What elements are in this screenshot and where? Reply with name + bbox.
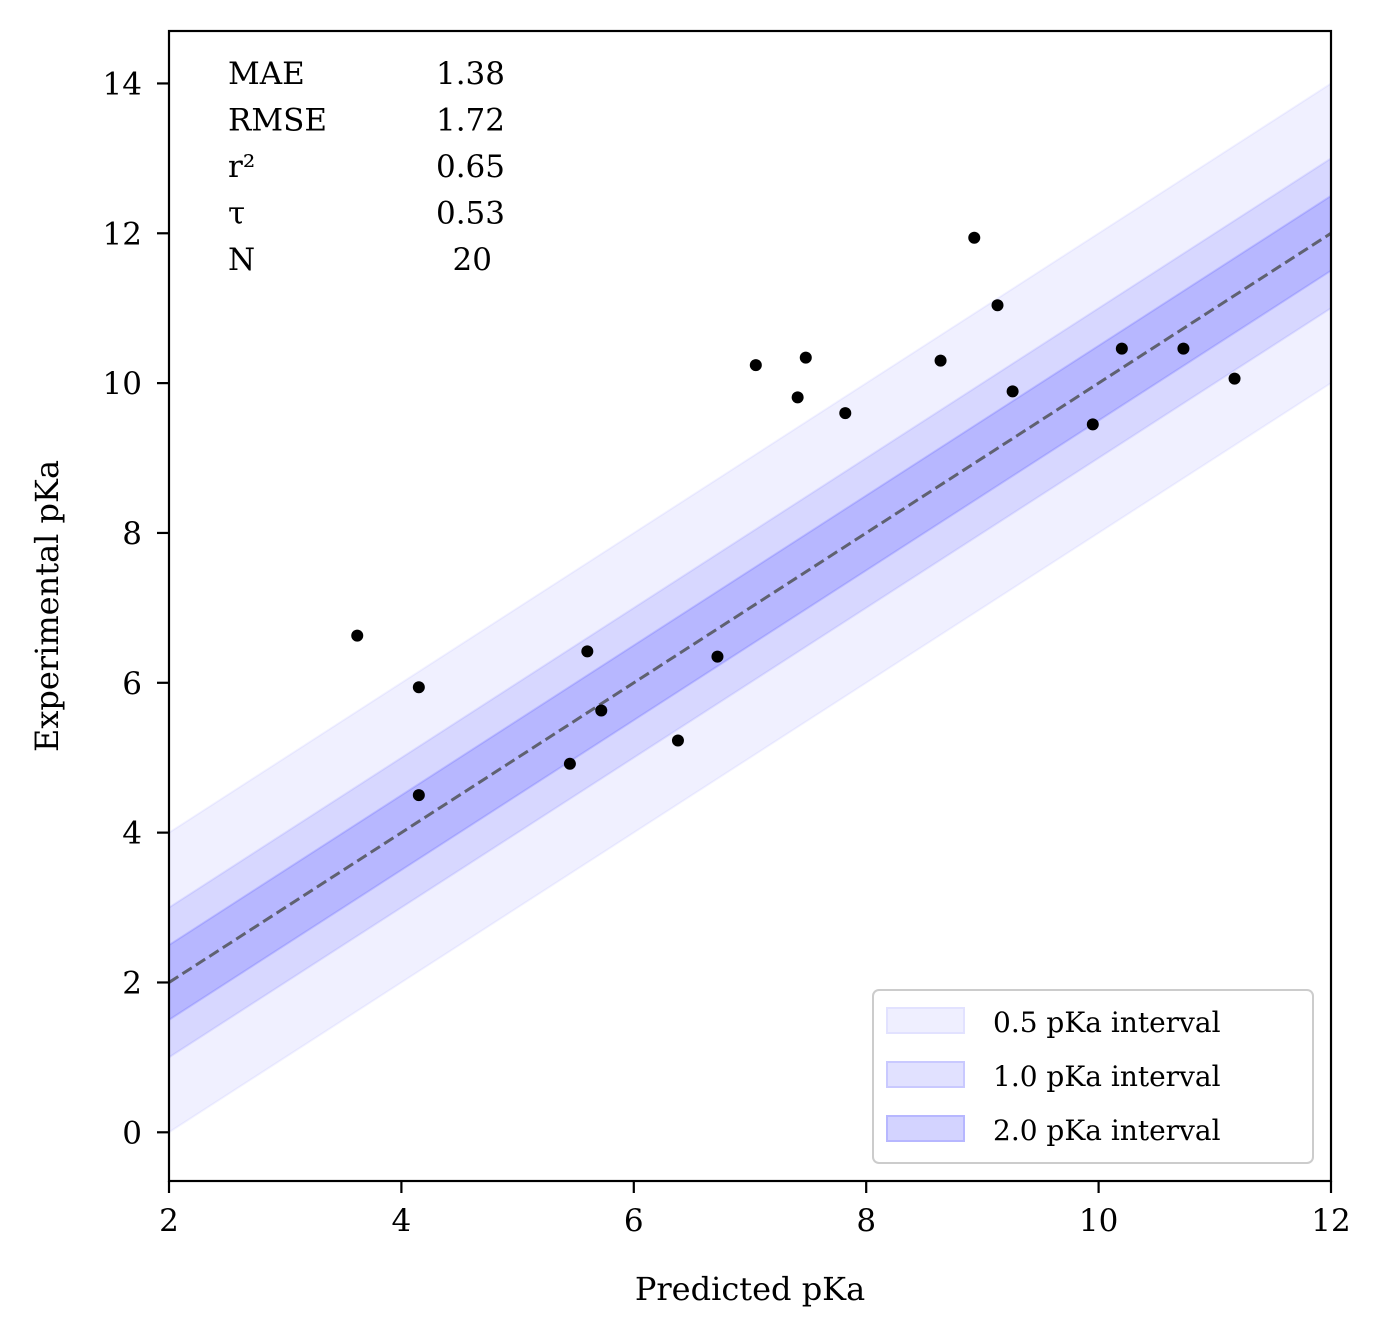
- data-point: [799, 351, 812, 364]
- y-tick-label: 10: [103, 366, 142, 402]
- stat-value: 0.53: [436, 196, 505, 232]
- stat-value: 20: [453, 242, 492, 278]
- stat-label: RMSE: [228, 103, 327, 139]
- data-point: [968, 231, 981, 244]
- data-point: [351, 629, 364, 642]
- stat-value: 1.38: [436, 56, 505, 92]
- data-point: [1115, 342, 1128, 355]
- y-axis-label: Experimental pKa: [28, 460, 66, 752]
- stat-label: r²: [228, 149, 255, 185]
- legend-frame: [872, 989, 1314, 1164]
- data-point: [595, 704, 608, 717]
- legend: 0.5 pKa interval 1.0 pKa interval 2.0 pKa …: [872, 989, 1314, 1164]
- plot-frame: [167, 29, 1333, 1183]
- x-tick-label: 12: [1311, 1203, 1350, 1239]
- stat-label: τ: [228, 196, 245, 232]
- x-tick-label: 10: [1079, 1203, 1118, 1239]
- legend-label: 0.5 pKa interval: [993, 1006, 1221, 1039]
- y-tick-label: 2: [122, 965, 142, 1001]
- legend-label: 2.0 pKa interval: [993, 1114, 1221, 1147]
- data-point: [839, 407, 852, 420]
- data-point: [1006, 385, 1019, 398]
- data-point: [991, 299, 1004, 312]
- stat-value: 1.72: [436, 103, 505, 139]
- x-tick-label: 2: [159, 1203, 179, 1239]
- y-tick-label: 4: [122, 816, 142, 852]
- data-point: [711, 650, 724, 663]
- identity-line: [169, 232, 1331, 984]
- stat-label: MAE: [228, 56, 305, 92]
- data-point: [1228, 372, 1241, 385]
- data-point: [412, 681, 425, 694]
- data-point: [934, 354, 947, 367]
- x-tick-label: 8: [856, 1203, 876, 1239]
- y-tick-label: 12: [103, 216, 142, 252]
- data-point: [671, 734, 684, 747]
- x-tick-label: 4: [392, 1203, 412, 1239]
- stat-value: 0.65: [436, 149, 505, 185]
- y-tick-label: 8: [122, 516, 142, 552]
- y-tick-label: 6: [122, 666, 142, 702]
- data-point: [563, 757, 576, 770]
- x-axis-label: Predicted pKa: [635, 1270, 865, 1308]
- y-tick-label: 14: [103, 66, 142, 102]
- x-tick-label: 6: [624, 1203, 644, 1239]
- x-axis: 2 4 6 8 10 12: [159, 1181, 1351, 1239]
- data-point: [791, 391, 804, 404]
- data-point: [1086, 418, 1099, 431]
- y-axis: 0 2 4 6 8 10 12 14: [103, 66, 169, 1151]
- data-point: [1177, 342, 1190, 355]
- legend-label: 1.0 pKa interval: [993, 1060, 1221, 1093]
- stat-label: N: [228, 242, 255, 278]
- legend-swatch: [886, 1061, 965, 1088]
- y-tick-label: 0: [122, 1115, 142, 1151]
- stats-box: MAE 1.38 RMSE 1.72 r² 0.65 τ 0.53 N 20: [228, 56, 505, 278]
- legend-swatch: [886, 1007, 965, 1034]
- data-points: [351, 231, 1241, 802]
- legend-swatch: [886, 1115, 965, 1142]
- data-point: [581, 645, 594, 658]
- data-point: [749, 359, 762, 372]
- data-point: [412, 789, 425, 802]
